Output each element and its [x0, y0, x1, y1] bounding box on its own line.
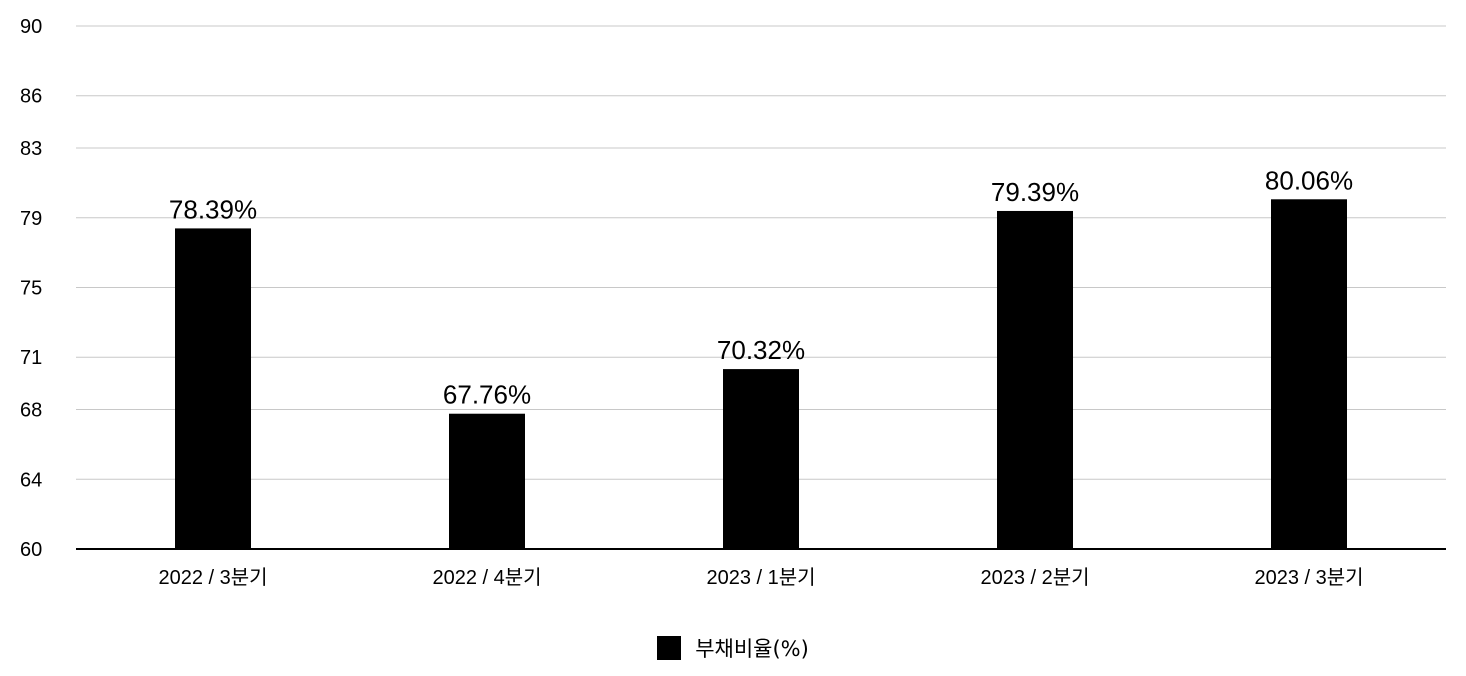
legend-label: 부채비율(%) — [695, 637, 809, 661]
y-tick-label: 60 — [20, 539, 42, 561]
data-label: 80.06% — [1265, 165, 1353, 195]
bar — [175, 228, 251, 549]
data-label: 67.76% — [443, 380, 531, 410]
bar — [723, 369, 799, 549]
y-tick-label: 64 — [20, 469, 42, 491]
bar — [449, 413, 525, 549]
bar — [1271, 199, 1347, 549]
x-tick-label: 2022 / 3분기 — [158, 566, 267, 589]
y-tick-label: 90 — [20, 16, 42, 38]
y-tick-label: 75 — [20, 278, 42, 300]
data-label: 78.39% — [169, 194, 257, 224]
y-tick-label: 68 — [20, 400, 42, 422]
bar — [997, 210, 1073, 550]
data-label: 79.39% — [991, 177, 1079, 207]
legend-swatch — [657, 636, 682, 660]
y-tick-label: 86 — [20, 86, 42, 108]
x-tick-label: 2023 / 1분기 — [706, 566, 815, 589]
legend: 부채비율(%) — [0, 630, 1466, 666]
x-tick-label: 2023 / 3분기 — [1254, 566, 1363, 589]
x-tick-label: 2023 / 2분기 — [980, 566, 1089, 589]
y-tick-label: 79 — [20, 208, 42, 230]
y-tick-label: 83 — [20, 138, 42, 160]
y-tick-label: 71 — [20, 347, 42, 369]
data-label: 70.32% — [717, 335, 805, 365]
x-tick-label: 2022 / 4분기 — [432, 566, 541, 589]
